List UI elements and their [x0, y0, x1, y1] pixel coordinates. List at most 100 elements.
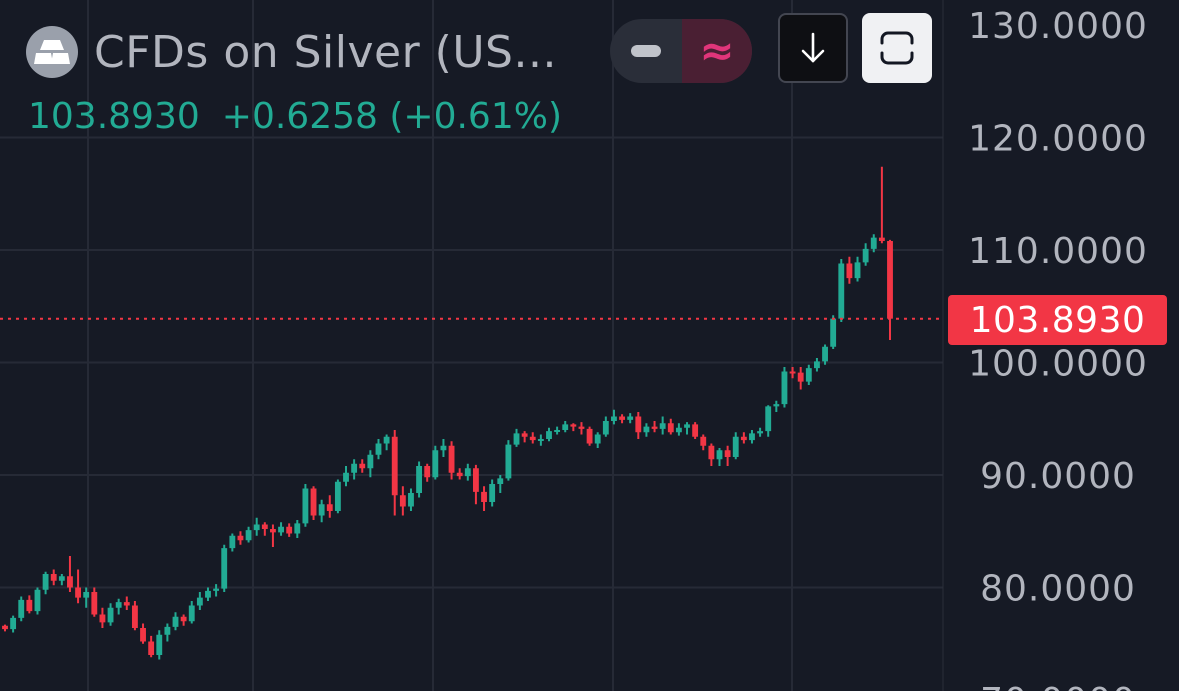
arrow-down-icon	[801, 32, 825, 63]
candle-body	[456, 472, 463, 477]
candle	[383, 434, 390, 451]
candle-body	[237, 535, 244, 541]
candle	[570, 423, 577, 432]
candle	[67, 556, 73, 592]
candle-body	[675, 427, 682, 433]
candle-body	[724, 450, 731, 457]
candle	[765, 405, 772, 437]
candle	[416, 461, 423, 498]
candle	[99, 607, 106, 628]
candle	[140, 623, 146, 644]
wave-icon[interactable]: ≈	[682, 19, 752, 83]
candle-body	[408, 493, 414, 507]
candle-body	[310, 488, 317, 516]
candle-body	[156, 634, 163, 655]
candle-body	[351, 463, 358, 473]
candle	[724, 445, 731, 466]
candle-body	[586, 428, 593, 444]
candle	[781, 367, 788, 408]
candle-body	[302, 488, 309, 524]
candle-body	[424, 466, 431, 478]
candle	[643, 423, 650, 437]
candle	[846, 256, 853, 284]
candle	[602, 416, 609, 437]
candle	[359, 459, 366, 473]
candle	[481, 486, 487, 511]
candle	[521, 431, 528, 443]
candle	[740, 432, 747, 444]
candle-body	[814, 361, 820, 369]
candle	[716, 448, 723, 466]
candle	[887, 239, 893, 340]
candle-body	[83, 592, 90, 598]
candle-body	[659, 423, 666, 429]
candle-body	[213, 588, 220, 591]
candle	[334, 479, 341, 514]
candle-body	[440, 445, 447, 451]
y-tick-label: 100.0000	[968, 344, 1148, 385]
candle	[854, 256, 861, 282]
candle-body	[562, 424, 569, 430]
y-tick-label: 120.0000	[968, 119, 1148, 160]
candle	[611, 409, 617, 425]
y-tick-label: 90.0000	[980, 456, 1136, 497]
candle	[805, 364, 812, 385]
candle	[513, 428, 520, 447]
candle	[546, 427, 552, 442]
candle	[123, 596, 130, 610]
download-button[interactable]	[778, 13, 848, 83]
candle-body	[2, 625, 8, 630]
candle-body	[34, 589, 41, 612]
candle-body	[781, 371, 788, 405]
candle-body	[513, 433, 520, 445]
candle	[822, 344, 828, 365]
candle-body	[91, 592, 98, 615]
candle-body	[830, 318, 837, 347]
candle-body	[294, 523, 301, 534]
candle-body	[627, 416, 634, 420]
candle	[107, 603, 114, 626]
candle-body	[18, 599, 25, 618]
fullscreen-icon	[880, 31, 914, 65]
candle-body	[432, 450, 439, 478]
candle	[156, 630, 163, 660]
candle	[814, 358, 820, 372]
last-price-value: 103.8930	[28, 96, 200, 137]
fullscreen-button[interactable]	[862, 13, 932, 83]
candle	[148, 635, 155, 658]
candle-body	[286, 526, 293, 534]
candle-body	[643, 426, 650, 433]
candle	[594, 432, 601, 448]
candle	[700, 434, 707, 451]
candle	[878, 166, 885, 244]
chart-style-toggle[interactable]: ≈	[610, 19, 752, 83]
candle-body	[10, 617, 17, 630]
minus-icon[interactable]	[610, 19, 682, 83]
candle	[830, 315, 837, 349]
candle	[586, 426, 593, 446]
candles	[2, 166, 893, 660]
candle-body	[497, 478, 504, 484]
candle-body	[148, 641, 155, 655]
quote-line: 103.8930 +0.6258 (+0.61%)	[28, 96, 562, 137]
candle	[456, 468, 463, 480]
candle-body	[115, 602, 122, 608]
candle-body	[684, 424, 690, 428]
candle	[326, 495, 333, 518]
candle-body	[708, 445, 715, 460]
candle-body	[221, 548, 228, 589]
candle	[83, 587, 90, 608]
last-price-tag: 103.8930	[948, 295, 1167, 345]
candle-body	[505, 444, 512, 479]
candle-body	[887, 241, 893, 319]
candle	[399, 486, 406, 516]
candle	[440, 439, 447, 457]
candle-body	[546, 431, 552, 439]
candle-body	[399, 495, 406, 507]
chart-grid	[0, 0, 943, 691]
candle	[18, 596, 25, 622]
candle	[619, 414, 625, 424]
symbol-title[interactable]: CFDs on Silver (US...	[94, 26, 557, 78]
candle-body	[749, 433, 755, 441]
